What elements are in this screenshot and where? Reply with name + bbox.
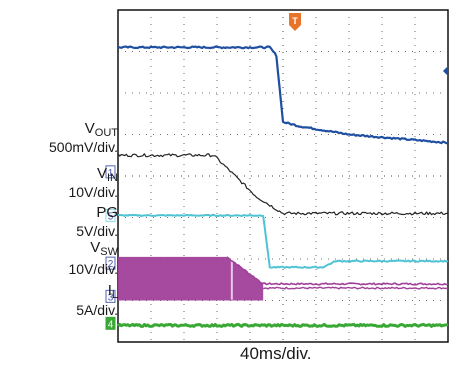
channel-3-marker-box xyxy=(105,289,116,303)
vsw-label: VSW xyxy=(90,240,118,260)
vsw-label-main: V xyxy=(90,239,101,256)
position-arrow-icon xyxy=(443,66,448,76)
il-label: IL xyxy=(108,283,118,303)
vout-label-main: V xyxy=(84,120,95,137)
vin-label-sub: IN xyxy=(107,172,118,184)
vsw-label-sub: SW xyxy=(100,246,118,258)
vsw-trace xyxy=(262,286,449,290)
trigger-icon xyxy=(289,13,301,31)
channel-1-marker-label: 1 xyxy=(108,168,114,179)
channel-markers: 1 2 3 4 5 xyxy=(105,165,116,330)
vout-scale: 500mV/div. xyxy=(49,139,118,155)
pg-trace xyxy=(226,256,449,286)
il-scale: 5A/div. xyxy=(76,302,118,318)
blue-trace xyxy=(117,45,449,145)
vin-trace xyxy=(117,213,449,269)
channel-2-marker-box xyxy=(105,256,116,270)
vsw-switching-burst xyxy=(118,256,264,301)
channel-4-marker-label: 4 xyxy=(108,319,114,330)
channel-4-marker-box xyxy=(105,316,116,330)
channel-5-marker-label: 5 xyxy=(108,211,114,222)
il-trace xyxy=(116,322,449,328)
il-label-main: I xyxy=(107,282,112,299)
pg-label: PG xyxy=(96,204,118,221)
trigger-marker-label: T xyxy=(292,16,298,26)
vout-trace xyxy=(117,153,449,216)
vout-label: VOUT xyxy=(85,121,118,141)
waveform-traces xyxy=(116,45,449,328)
channel-3-marker-label: 3 xyxy=(108,292,114,303)
trigger-marker-group: T xyxy=(289,13,301,31)
vin-scale: 10V/div. xyxy=(68,184,118,200)
vout-label-sub: OUT xyxy=(94,127,118,139)
il-label-sub: L xyxy=(111,289,118,301)
vin-label: VIN xyxy=(97,166,118,186)
channel-5-marker-box xyxy=(105,208,116,222)
pg-scale: 5V/div. xyxy=(76,223,118,239)
vin-label-main: V xyxy=(96,165,107,182)
channel-2-marker-label: 2 xyxy=(108,259,114,270)
vsw-scale: 10V/div. xyxy=(68,261,118,277)
timebase-label: 40ms/div. xyxy=(240,344,312,363)
channel-1-marker-box xyxy=(105,165,116,179)
